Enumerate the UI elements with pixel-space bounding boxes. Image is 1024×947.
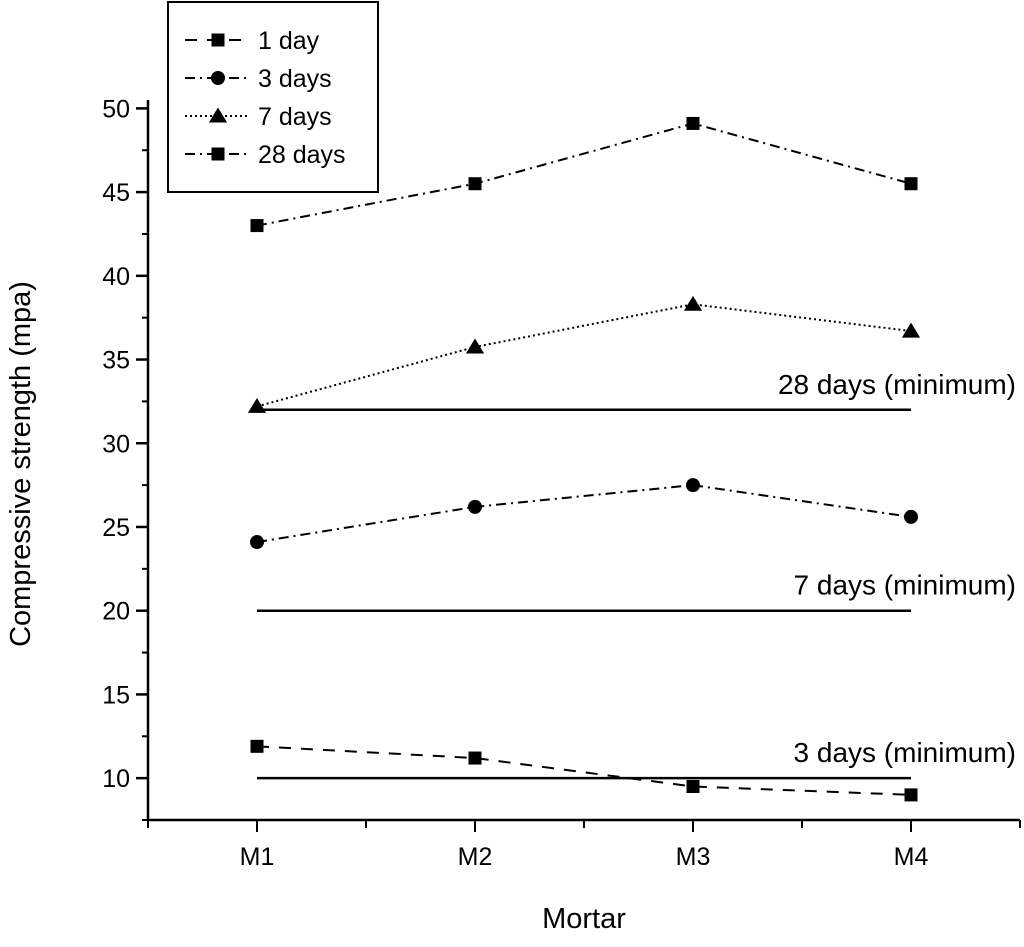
- square-marker: [250, 219, 264, 233]
- circle-marker: [468, 499, 482, 514]
- triangle-marker: [247, 397, 267, 413]
- square-marker: [468, 751, 482, 765]
- triangle-marker: [208, 107, 228, 123]
- series-line: [256, 122, 912, 227]
- y-tick-label: 25: [102, 514, 130, 542]
- y-tick-label: 30: [102, 430, 130, 458]
- legend-label: 7 days: [258, 103, 332, 131]
- x-tick-label: M4: [894, 843, 929, 871]
- series-28-days: [250, 116, 918, 233]
- y-tick-label: 50: [102, 95, 130, 123]
- reference-line-label: 7 days (minimum): [794, 570, 1016, 601]
- x-axis-label: Mortar: [542, 903, 626, 935]
- legend-label: 3 days: [258, 65, 332, 93]
- square-marker: [686, 780, 700, 794]
- y-tick-label: 10: [102, 765, 130, 793]
- legend-label: 28 days: [258, 141, 346, 169]
- y-tick-label: 20: [102, 598, 130, 626]
- legend-label: 1 day: [258, 27, 320, 55]
- square-marker: [904, 788, 918, 802]
- legend-box: [167, 1, 379, 193]
- square-marker: [686, 116, 700, 130]
- reference-line-label: 3 days (minimum): [794, 737, 1016, 768]
- reference-line-label: 28 days (minimum): [778, 369, 1016, 400]
- legend: 1 day 3 days 7 days 28 days: [167, 1, 379, 193]
- triangle-marker: [901, 322, 921, 338]
- square-marker: [250, 739, 264, 753]
- series-1-day: [250, 739, 918, 802]
- square-marker: [904, 177, 918, 191]
- series-line: [256, 484, 912, 544]
- square-marker: [468, 177, 482, 191]
- legend-item: 1 day: [185, 27, 320, 55]
- legend-item: 7 days: [185, 103, 332, 131]
- square-marker: [211, 33, 225, 47]
- y-axis-label: Compressive strength (mpa): [5, 281, 37, 647]
- y-tick-label: 35: [102, 347, 130, 375]
- x-tick-label: M1: [240, 843, 275, 871]
- circle-marker: [211, 71, 225, 85]
- triangle-marker: [683, 295, 703, 311]
- x-tick-label: M3: [676, 843, 711, 871]
- series-3-days: [250, 478, 918, 550]
- circle-marker: [686, 478, 700, 493]
- legend-item: 3 days: [185, 65, 332, 93]
- y-tick-label: 45: [102, 179, 130, 207]
- circle-marker: [250, 535, 264, 550]
- series-7-days: [247, 295, 921, 413]
- y-tick-label: 15: [102, 681, 130, 709]
- circle-marker: [904, 509, 918, 524]
- square-marker: [211, 147, 225, 161]
- triangle-marker: [465, 338, 485, 354]
- y-tick-label: 40: [102, 263, 130, 291]
- legend-item: 28 days: [185, 141, 346, 169]
- x-tick-label: M2: [458, 843, 493, 871]
